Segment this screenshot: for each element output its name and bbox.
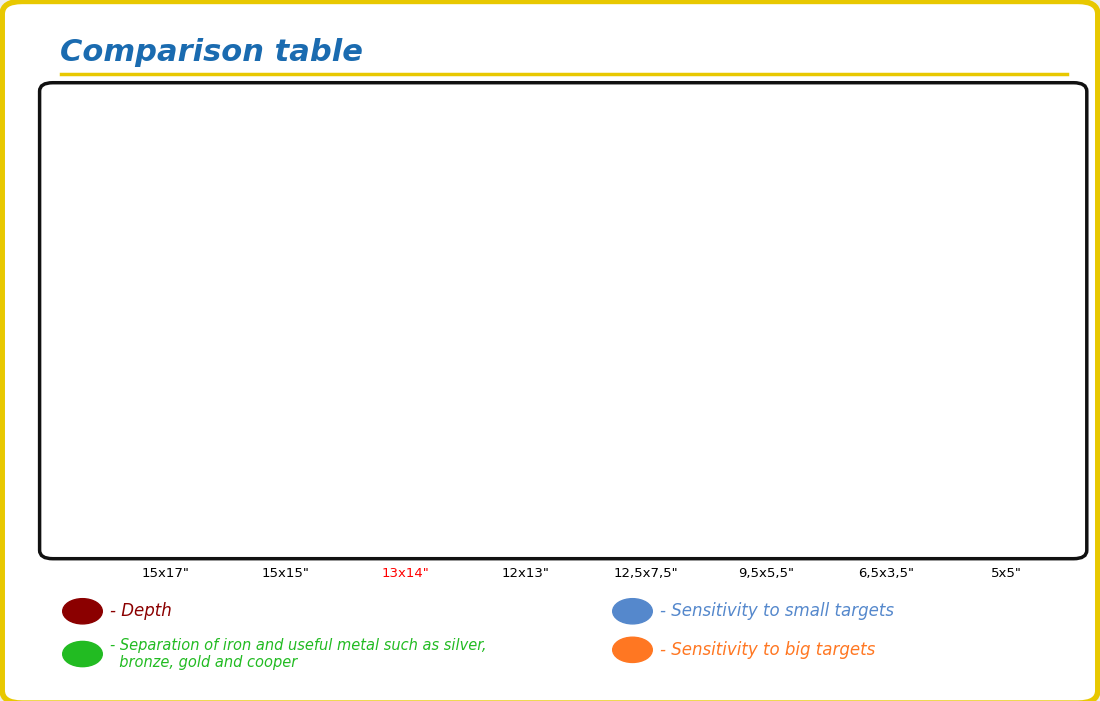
Bar bbox=[286, 307, 301, 529]
Bar bbox=[150, 336, 165, 529]
Text: 13x14": 13x14" bbox=[382, 567, 429, 580]
Bar bbox=[767, 233, 782, 529]
Text: Strike: Strike bbox=[502, 533, 550, 548]
Bar bbox=[749, 233, 766, 529]
Text: ⊙: ⊙ bbox=[836, 119, 845, 130]
Bar bbox=[750, 336, 798, 529]
Text: Fire: Fire bbox=[270, 533, 301, 548]
Bar bbox=[1006, 218, 1022, 529]
Text: - Sensitivity to small targets: - Sensitivity to small targets bbox=[660, 602, 894, 620]
Text: Comparison table: Comparison table bbox=[60, 38, 363, 67]
Bar bbox=[406, 292, 422, 529]
Bar bbox=[389, 292, 405, 529]
Bar bbox=[630, 307, 678, 529]
Text: ⊕: ⊕ bbox=[536, 119, 544, 130]
Bar bbox=[887, 233, 902, 529]
Bar bbox=[151, 224, 198, 529]
Bar bbox=[253, 247, 301, 529]
Bar bbox=[974, 366, 1021, 529]
Text: Shrew: Shrew bbox=[860, 533, 912, 548]
Bar bbox=[870, 366, 918, 529]
Text: - Sensitivity to big targets: - Sensitivity to big targets bbox=[660, 641, 876, 659]
Text: Point: Point bbox=[984, 533, 1027, 548]
Bar bbox=[734, 336, 781, 529]
Text: Kings of beaches and parks: Kings of beaches and parks bbox=[892, 118, 1086, 131]
Text: Giant: Giant bbox=[143, 533, 188, 548]
Text: 15x15": 15x15" bbox=[262, 567, 309, 580]
Text: Fortune: Fortune bbox=[734, 533, 799, 548]
Bar bbox=[390, 263, 438, 529]
Circle shape bbox=[63, 599, 102, 624]
Text: Scout: Scout bbox=[623, 533, 669, 548]
Bar bbox=[374, 263, 421, 529]
Bar bbox=[526, 263, 542, 529]
Bar bbox=[270, 307, 285, 529]
Text: ↓: ↓ bbox=[235, 119, 244, 130]
Text: Optimal coil for every day: Optimal coil for every day bbox=[592, 118, 773, 131]
Circle shape bbox=[613, 599, 652, 624]
Text: 9,5x5,5": 9,5x5,5" bbox=[738, 567, 794, 580]
Bar bbox=[166, 307, 182, 529]
Circle shape bbox=[514, 116, 566, 133]
Text: Detonation: Detonation bbox=[360, 533, 452, 548]
Circle shape bbox=[63, 641, 102, 667]
Bar bbox=[614, 307, 661, 529]
Text: 6,5x3,5": 6,5x3,5" bbox=[858, 567, 914, 580]
Text: 15x17": 15x17" bbox=[142, 567, 189, 580]
Bar bbox=[133, 224, 180, 529]
Bar bbox=[991, 336, 1038, 529]
Bar bbox=[494, 278, 541, 529]
Text: The extreme depth: The extreme depth bbox=[292, 118, 426, 131]
Bar bbox=[854, 351, 901, 529]
Bar bbox=[647, 307, 662, 529]
Bar bbox=[509, 278, 525, 529]
Text: - Separation of iron and useful metal such as silver,
  bronze, gold and cooper: - Separation of iron and useful metal su… bbox=[110, 638, 486, 670]
Text: 12,5x7,5": 12,5x7,5" bbox=[614, 567, 678, 580]
Text: 12x13": 12x13" bbox=[502, 567, 550, 580]
Text: - Depth: - Depth bbox=[110, 602, 172, 620]
Bar bbox=[629, 247, 646, 529]
Circle shape bbox=[213, 116, 266, 133]
Text: Happy medium: Happy medium bbox=[538, 212, 634, 225]
Text: 5x5": 5x5" bbox=[990, 567, 1022, 580]
Circle shape bbox=[814, 116, 867, 133]
Bar bbox=[510, 278, 558, 529]
Bar bbox=[870, 233, 886, 529]
Circle shape bbox=[613, 637, 652, 662]
Bar bbox=[271, 247, 318, 529]
Bar bbox=[990, 218, 1005, 529]
